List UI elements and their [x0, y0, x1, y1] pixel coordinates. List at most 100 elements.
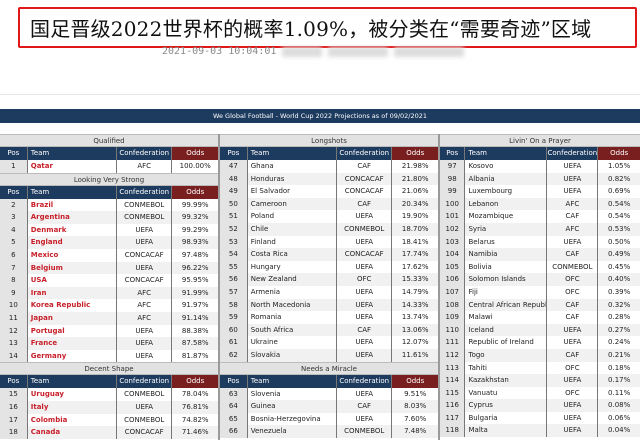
odds-cell: 95.95%: [181, 276, 209, 285]
pos-cell: 106: [440, 273, 466, 286]
column-header-team: Team: [248, 147, 337, 160]
confederation-cell: UEFA: [117, 400, 173, 414]
odds-cell: 0.39%: [608, 287, 631, 296]
table-row: 13 France UEFA 87.58%: [0, 337, 218, 350]
odds-cell: 99.99%: [181, 200, 209, 209]
column-header-row: Pos Team Confederation Odds: [220, 147, 438, 160]
table-row: 118 Malta UEFA 0.04%: [440, 424, 640, 438]
table-row: 60 South Africa CAF 13.06%: [220, 323, 438, 337]
column-header-odds: Odds: [598, 147, 640, 160]
team-cell: Bolivia: [465, 260, 548, 274]
odds-cell: 20.34%: [401, 199, 429, 208]
odds-cell: 11.61%: [401, 350, 429, 359]
team-cell: Bulgaria: [465, 411, 548, 425]
table-row: 15 Uruguay CONMEBOL 78.04%: [0, 388, 218, 401]
table-row: 3 Argentina CONMEBOL 99.32%: [0, 211, 218, 224]
confederation-cell: CONMEBOL: [117, 413, 173, 427]
column-header-row: Pos Team Confederation Odds: [0, 147, 218, 160]
table-row: 55 Hungary UEFA 17.62%: [220, 260, 438, 274]
table-row: 59 Romania UEFA 13.74%: [220, 311, 438, 324]
table-row: 62 Slovakia UEFA 11.61%: [220, 348, 438, 362]
column-header-odds: Odds: [172, 375, 218, 389]
team-cell: Japan: [28, 311, 117, 325]
table-row: 6 Mexico CONCACAF 97.48%: [0, 248, 218, 262]
pos-cell: 50: [220, 197, 248, 211]
confederation-cell: UEFA: [337, 285, 393, 299]
column-header-row: Pos Team Confederation Odds: [440, 147, 640, 160]
odds-cell: 12.07%: [401, 338, 429, 347]
section-title: Livin' On a Prayer: [440, 134, 640, 147]
article-headline: 国足晋级2022世界杯的概率1.09%，被分类在“需要奇迹”区域: [18, 7, 637, 48]
team-cell: Venezuela: [248, 425, 337, 438]
pos-cell: 98: [440, 172, 466, 186]
team-cell: Uruguay: [28, 388, 117, 401]
table-row: 63 Slovenia UEFA 9.51%: [220, 387, 438, 401]
pos-cell: 103: [440, 235, 466, 249]
odds-cell: 0.28%: [608, 313, 631, 322]
confederation-cell: CONCACAF: [337, 248, 393, 261]
confederation-cell: CAF: [337, 323, 393, 337]
table-row: 9 Iran AFC 91.99%: [0, 286, 218, 300]
odds-cell: 99.29%: [181, 225, 209, 234]
table-row: 98 Albania UEFA 0.82%: [440, 172, 640, 186]
table-row: 4 Denmark UEFA 99.29%: [0, 223, 218, 237]
pos-cell: 115: [440, 386, 466, 400]
table-row: 52 Chile CONMEBOL 18.70%: [220, 222, 438, 236]
team-cell: Slovakia: [248, 348, 337, 362]
blurred-source: [328, 46, 389, 57]
team-cell: Armenia: [248, 285, 337, 299]
column-header-pos: Pos: [440, 147, 466, 160]
team-cell: New Zealand: [248, 273, 337, 286]
table-row: 111 Republic of Ireland UEFA 0.24%: [440, 336, 640, 349]
confederation-cell: OFC: [547, 273, 599, 286]
confederation-cell: UEFA: [337, 210, 393, 223]
pos-cell: 113: [440, 361, 466, 375]
odds-cell: 7.60%: [404, 414, 427, 423]
confederation-cell: CAF: [337, 160, 393, 173]
odds-cell: 15.33%: [401, 275, 429, 284]
odds-cell: 81.87%: [181, 351, 209, 360]
odds-cell: 74.82%: [181, 415, 209, 424]
team-cell: North Macedonia: [248, 298, 337, 312]
column-header-pos: Pos: [0, 185, 28, 199]
section-title: Needs a Miracle: [220, 361, 438, 375]
panel-left: Qualified Pos Team Confederation Odds 1 Qatar A…: [0, 134, 220, 440]
odds-cell: 14.33%: [401, 300, 429, 309]
table-row: 105 Bolivia CONMEBOL 0.45%: [440, 260, 640, 274]
confederation-cell: CAF: [337, 400, 393, 413]
confederation-cell: OFC: [547, 285, 599, 299]
pos-cell: 117: [440, 411, 466, 425]
pos-cell: 15: [0, 388, 28, 401]
team-cell: Iran: [28, 286, 117, 300]
team-cell: Tahiti: [465, 361, 548, 375]
table-row: 47 Ghana CAF 21.98%: [220, 160, 438, 173]
table-row: 113 Tahiti OFC 0.18%: [440, 361, 640, 375]
odds-cell: 21.98%: [401, 162, 429, 170]
pos-cell: 64: [220, 400, 248, 413]
section-title: Looking Very Strong: [0, 172, 218, 186]
divider: [0, 94, 640, 95]
confederation-cell: UEFA: [547, 185, 599, 198]
odds-cell: 0.04%: [608, 426, 631, 435]
pos-cell: 110: [440, 323, 466, 337]
table-row: 17 Colombia CONMEBOL 74.82%: [0, 413, 218, 427]
column-header-team: Team: [28, 185, 117, 199]
pos-cell: 51: [220, 210, 248, 223]
pos-cell: 47: [220, 160, 248, 173]
odds-cell: 17.74%: [401, 250, 429, 259]
section-title: Qualified: [0, 134, 218, 147]
pos-cell: 114: [440, 374, 466, 387]
confederation-cell: UEFA: [337, 348, 393, 362]
table-row: 65 Bosnia-Herzegovina UEFA 7.60%: [220, 412, 438, 426]
column-header-team: Team: [28, 375, 117, 389]
confederation-cell: UEFA: [547, 336, 599, 349]
table-row: 10 Korea Republic AFC 91.97%: [0, 299, 218, 312]
pos-cell: 111: [440, 336, 466, 349]
table-row: 8 USA CONCACAF 95.95%: [0, 274, 218, 287]
pos-cell: 10: [0, 299, 28, 312]
column-header-confederation: Confederation: [337, 374, 393, 388]
team-cell: Poland: [248, 210, 337, 223]
table-row: 110 Iceland UEFA 0.27%: [440, 323, 640, 337]
team-cell: Honduras: [248, 172, 337, 186]
confederation-cell: CAF: [547, 311, 599, 324]
